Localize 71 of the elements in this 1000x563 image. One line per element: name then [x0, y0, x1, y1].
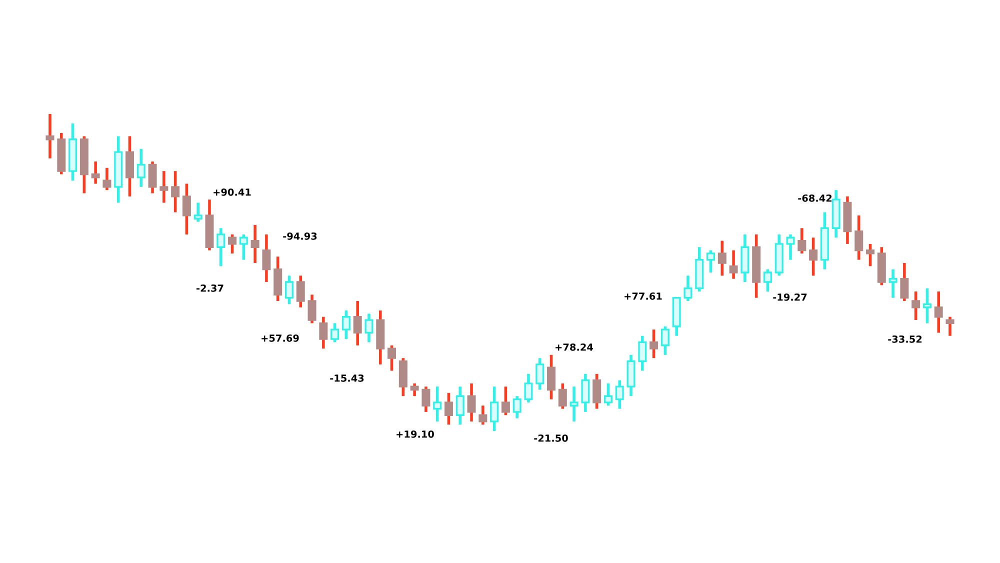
annotation: +19.10	[396, 430, 434, 438]
annotation: -33.52	[888, 335, 922, 343]
candlestick	[433, 385, 442, 423]
candlestick	[922, 286, 932, 325]
candlestick	[718, 239, 726, 278]
candlestick	[456, 385, 464, 426]
candlestick	[194, 201, 202, 224]
candlestick	[422, 385, 430, 414]
annotation: +90.41	[214, 188, 251, 196]
candlestick	[148, 160, 157, 195]
candlestick	[262, 233, 271, 284]
candlestick	[854, 214, 864, 262]
candlestick	[592, 372, 602, 410]
candlestick	[946, 315, 954, 338]
annotation: -2.37	[196, 284, 224, 292]
candlestick	[228, 233, 237, 255]
candlestick	[763, 268, 772, 293]
candlestick	[388, 344, 396, 372]
candlestick	[615, 378, 624, 410]
candlestick	[706, 248, 716, 274]
candlestick	[570, 385, 578, 423]
candlestick	[581, 372, 590, 414]
candlestick	[182, 182, 191, 236]
candlestick	[888, 268, 898, 300]
candlestick	[660, 324, 670, 356]
candlestick	[467, 382, 476, 423]
candlestick	[296, 274, 305, 309]
candlestick	[216, 226, 226, 268]
candlestick	[684, 274, 692, 302]
candlestick	[102, 166, 112, 192]
candlestick	[638, 334, 647, 372]
candlestick	[330, 322, 340, 344]
annotation: -15.43	[330, 374, 364, 382]
candlestick	[650, 328, 658, 360]
candlestick	[934, 290, 943, 334]
candlestick	[478, 404, 488, 426]
annotation: +77.61	[624, 292, 662, 300]
candlestick	[342, 309, 350, 340]
annotation: -94.93	[283, 232, 317, 240]
candlestick	[364, 312, 374, 344]
candlestick	[604, 382, 612, 408]
candlestick	[319, 315, 328, 350]
candlestick	[91, 160, 100, 186]
candlestick	[284, 274, 294, 306]
candlestick	[250, 224, 260, 264]
candlestick	[136, 147, 146, 188]
candlestick	[536, 356, 544, 392]
candlestick	[866, 242, 875, 268]
candlestick	[729, 248, 738, 280]
candlestick	[410, 382, 419, 398]
candlestick	[547, 354, 556, 401]
annotation: +78.24	[556, 343, 594, 351]
candlestick	[558, 382, 567, 410]
candlestick	[809, 236, 818, 278]
candlestick	[171, 170, 180, 214]
candlestick	[900, 262, 909, 302]
annotation: -68.42	[798, 194, 832, 202]
candlestick	[353, 300, 362, 347]
candlestick	[444, 392, 453, 426]
candlestick	[524, 372, 533, 404]
candlestick	[308, 293, 316, 325]
candlestick	[798, 226, 806, 255]
text: -21.50	[534, 434, 568, 442]
candlestick	[912, 290, 920, 322]
annotation: +57.69	[262, 334, 299, 342]
candlestick	[160, 170, 168, 204]
candlestick	[512, 394, 522, 420]
candlestick	[786, 233, 795, 262]
candlestick	[239, 233, 248, 262]
annotation: -19.27	[773, 293, 807, 301]
candlestick	[501, 385, 510, 417]
